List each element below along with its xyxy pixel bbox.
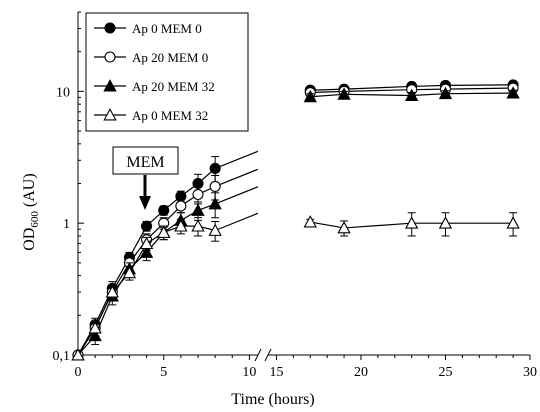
y-axis-title-unit: (AU) [21,173,38,211]
mem-annotation-label: MEM [126,154,164,171]
legend-label: Ap 20 MEM 32 [132,79,215,94]
data-point [141,220,153,232]
data-point [71,348,85,361]
data-point [105,285,119,298]
data-point [139,236,154,250]
data-point [174,219,188,232]
legend-item: Ap 0 MEM 0 [94,21,202,36]
mem-arrow-head [139,196,151,210]
data-point [209,180,221,192]
data-point [175,200,187,212]
legend-marker [103,108,117,121]
data-point [337,221,351,234]
data-point [191,203,205,216]
data-point [209,162,221,175]
mem-annotation: MEM [112,146,179,210]
data-point [122,265,137,279]
legend-item: Ap 20 MEM 0 [94,50,208,65]
data-point [438,216,453,229]
y-tick-label: 10 [56,85,70,100]
legend-box [85,12,249,132]
series-4 [71,212,520,361]
data-point [405,216,419,229]
legend-label: Ap 20 MEM 0 [132,50,208,65]
x-tick-label: 10 [242,365,256,380]
x-tick-label: 15 [269,365,283,380]
axes: 0,1 1 10 0 5 10 15 20 25 30 [53,11,537,380]
data-point [139,245,154,258]
data-point [405,88,419,101]
series-line-break-lead [214,212,259,232]
x-tick-label: 20 [354,365,368,380]
axis-break-mark [264,348,272,362]
data-point [208,197,222,210]
data-point [303,89,317,103]
legend-marker [103,79,117,92]
x-tick-label: 25 [438,365,452,380]
legend-label: Ap 0 MEM 32 [132,108,208,123]
data-point [88,321,102,334]
data-point [337,87,351,100]
data-point [208,223,222,236]
series-line-break-lead [214,186,259,205]
data-point [192,188,204,201]
legend-label: Ap 0 MEM 0 [132,21,202,36]
data-point [191,219,205,232]
x-axis-title: Time (hours) [231,391,314,408]
y-tick-label: 1 [63,217,70,232]
series-line-break-lead [214,168,259,187]
legend-item: Ap 20 MEM 32 [94,79,215,94]
axis-break-mark [254,348,262,362]
x-tick-label: 30 [523,365,537,380]
x-tick-label: 5 [160,365,167,380]
y-tick-label: 0,1 [53,349,71,364]
data-point [303,215,317,228]
data-point [506,216,520,229]
legend-marker [104,51,116,63]
series-layer [71,79,520,361]
legend-item: Ap 0 MEM 32 [94,108,208,123]
data-point [158,204,170,216]
data-point [506,86,520,99]
y-axis-title-main: OD [21,228,38,251]
legend-marker [104,22,116,34]
data-point [157,225,171,238]
legend: Ap 0 MEM 0 Ap 20 MEM 0 Ap 20 MEM 32 Ap 0 ME… [85,12,249,132]
y-axis-title: OD600 (AU) [21,173,41,250]
y-axis-title-subscript: 600 [29,211,41,228]
mem-annotation-box [112,146,179,175]
series-line-break-lead [214,150,259,170]
data-point [438,86,453,100]
x-tick-label: 0 [75,365,82,380]
